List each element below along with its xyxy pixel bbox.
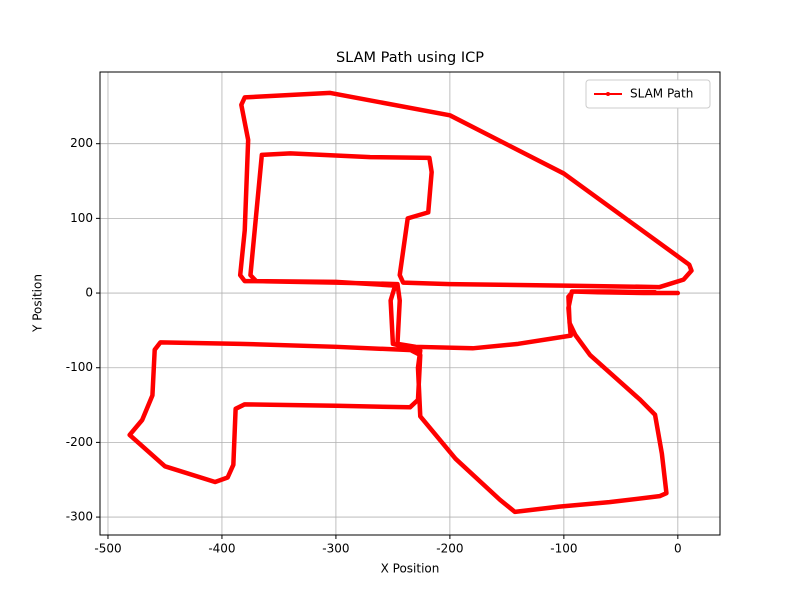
y-tick-label: -200 <box>66 435 93 449</box>
x-tick-label: 0 <box>674 542 682 556</box>
y-tick-label: 100 <box>70 211 93 225</box>
x-tick-label: -200 <box>436 542 463 556</box>
chart-title: SLAM Path using ICP <box>336 50 484 66</box>
y-tick-label: 0 <box>85 286 93 300</box>
x-tick-label: -300 <box>322 542 349 556</box>
x-tick-label: -100 <box>550 542 577 556</box>
y-tick-label: -100 <box>66 360 93 374</box>
y-tick-label: -300 <box>66 510 93 524</box>
x-axis-label: X Position <box>381 562 440 576</box>
y-tick-label: 200 <box>70 136 93 150</box>
plot-frame <box>99 71 721 536</box>
legend-label: SLAM Path <box>630 87 693 101</box>
legend-marker <box>606 92 610 96</box>
x-tick-label: -500 <box>94 542 121 556</box>
series-line <box>127 90 694 515</box>
y-axis-label: Y Position <box>31 274 45 333</box>
legend-box <box>585 79 711 109</box>
x-tick-label: -400 <box>208 542 235 556</box>
